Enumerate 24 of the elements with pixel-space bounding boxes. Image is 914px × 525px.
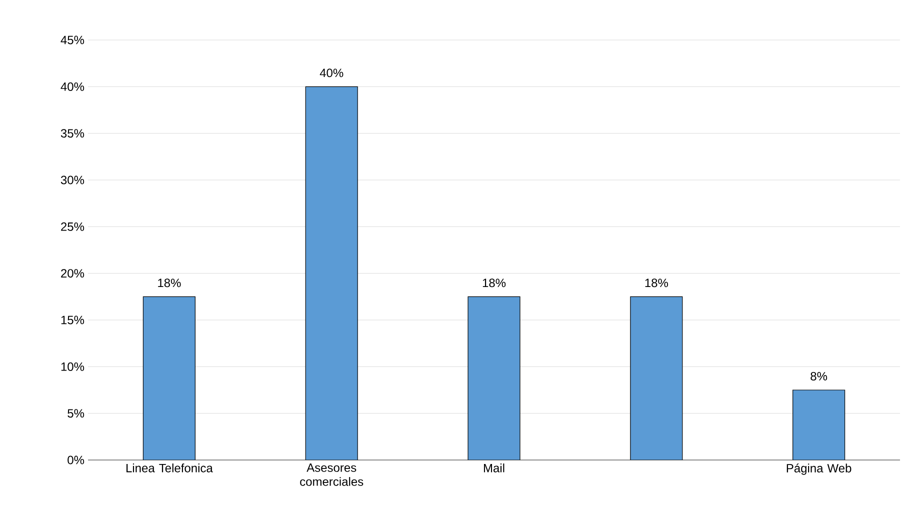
data-label: 18%: [482, 278, 506, 288]
y-tick-label: 20%: [61, 269, 84, 278]
y-tick-label: 0%: [68, 456, 84, 464]
x-tick-label: Mail: [484, 464, 504, 472]
data-label: 18%: [158, 278, 181, 288]
data-label: 8%: [810, 372, 828, 380]
x-tick-label: Linea Telefonica: [126, 464, 213, 472]
bar: [468, 296, 520, 460]
y-tick-label: 45%: [60, 36, 84, 44]
bar: [792, 390, 846, 460]
data-label: 18%: [645, 278, 668, 288]
x-tick-label: Página Web: [786, 464, 852, 475]
bar: [143, 296, 196, 460]
data-label: 40%: [320, 68, 344, 78]
y-tick-label: 15%: [61, 316, 84, 324]
bar: [630, 296, 682, 460]
x-tick-label: Asesores comerciales: [300, 464, 364, 486]
y-tick-label: 40%: [60, 82, 84, 91]
y-tick-label: 35%: [60, 129, 84, 138]
y-tick-label: 5%: [68, 409, 84, 418]
bar: [306, 86, 358, 460]
y-tick-label: 30%: [60, 176, 84, 184]
y-tick-label: 10%: [61, 362, 84, 371]
y-tick-label: 25%: [61, 222, 84, 231]
